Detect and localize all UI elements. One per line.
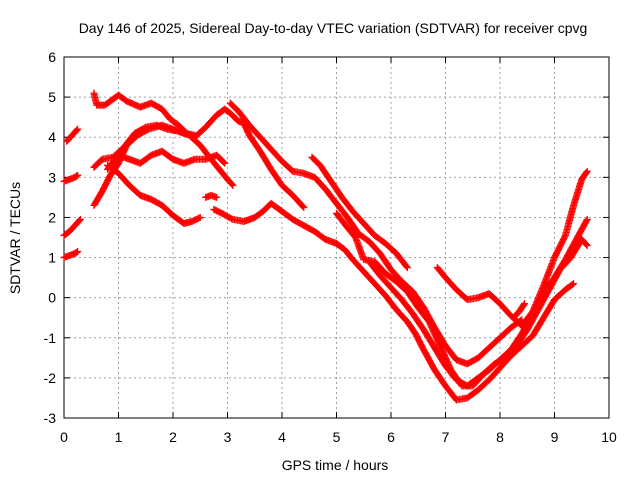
axis-ticks	[63, 56, 610, 419]
data-point-marker	[75, 216, 83, 224]
x-tick-label: 6	[387, 429, 395, 445]
y-tick-labels: -3 -2 -1 0 1 2 3 4 5 6	[44, 49, 57, 426]
x-tick-label: 3	[224, 429, 232, 445]
data-point-marker	[191, 131, 199, 139]
data-point-marker	[73, 248, 81, 256]
y-tick-label: 4	[48, 129, 56, 145]
y-tick-label: 3	[48, 169, 56, 185]
data-point-marker	[74, 125, 82, 133]
x-tick-labels: 0 1 2 3 4 5 6 7 8 9 10	[60, 429, 617, 445]
y-tick-label: 0	[48, 290, 56, 306]
data-point-marker	[582, 168, 590, 176]
data-point-marker	[521, 300, 529, 308]
y-tick-label: 5	[48, 89, 56, 105]
x-tick-label: 1	[115, 429, 123, 445]
series-track-13	[308, 153, 411, 272]
y-tick-label: 6	[48, 49, 56, 65]
data-points	[60, 89, 591, 404]
series-track-16	[433, 167, 591, 330]
x-tick-label: 0	[60, 429, 68, 445]
data-point-marker	[520, 301, 528, 309]
series-track-11	[210, 199, 578, 404]
x-tick-label: 8	[496, 429, 504, 445]
data-point-marker	[196, 213, 204, 221]
data-point-marker	[299, 202, 307, 210]
x-tick-label: 2	[169, 429, 177, 445]
data-point-marker	[73, 126, 81, 134]
data-point-marker	[583, 167, 591, 175]
y-axis-label: SDTVAR / TECUs	[7, 182, 23, 294]
data-point-marker	[220, 158, 228, 166]
data-point-marker	[568, 280, 576, 288]
series-track-7	[90, 121, 199, 209]
series-track-4	[63, 125, 82, 145]
series-track-2	[60, 215, 84, 239]
data-point-marker	[195, 214, 203, 222]
data-point-marker	[582, 241, 590, 249]
grid-lines	[64, 57, 609, 418]
series-track-9	[104, 161, 204, 227]
data-point-marker	[73, 172, 81, 180]
series-track-1	[60, 248, 82, 262]
chart-title: Day 146 of 2025, Sidereal Day-to-day VTE…	[79, 20, 588, 36]
x-tick-label: 5	[333, 429, 341, 445]
data-point-marker	[403, 264, 411, 272]
x-tick-label: 10	[601, 429, 617, 445]
data-point-marker	[582, 217, 590, 225]
y-tick-label: 1	[48, 250, 56, 266]
y-tick-label: -3	[44, 410, 57, 426]
x-tick-label: 9	[551, 429, 559, 445]
data-point-marker	[300, 203, 308, 211]
data-point-marker	[583, 215, 591, 223]
y-tick-label: 2	[48, 209, 56, 225]
x-axis-label: GPS time / hours	[282, 457, 389, 473]
x-tick-label: 4	[278, 429, 286, 445]
series-track-17	[510, 300, 529, 322]
series-track-10	[202, 191, 221, 201]
series-track-15	[365, 215, 591, 390]
data-point-marker	[74, 248, 82, 256]
x-tick-label: 7	[442, 429, 450, 445]
data-point-marker	[402, 262, 410, 270]
data-point-marker	[570, 280, 578, 288]
data-point-marker	[221, 159, 229, 167]
y-tick-label: -2	[44, 370, 57, 386]
y-tick-label: -1	[44, 330, 57, 346]
data-point-marker	[229, 181, 237, 189]
data-point-marker	[228, 180, 236, 188]
data-point-marker	[76, 215, 84, 223]
series-track-3	[60, 171, 82, 185]
series-track-8	[104, 147, 229, 173]
data-point-marker	[74, 171, 82, 179]
data-point-marker	[583, 242, 591, 250]
series-track-5	[90, 89, 308, 211]
data-point-marker	[213, 193, 221, 201]
